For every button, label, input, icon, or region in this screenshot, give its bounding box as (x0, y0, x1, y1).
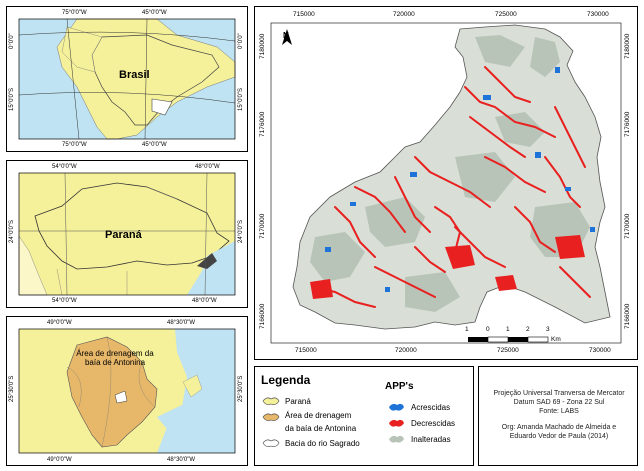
main-x-tick-bottom-4: 730000 (589, 347, 611, 354)
legend-panel: Legenda Paraná Área de drenagem da baía … (254, 366, 474, 466)
antonina-label: Área de drenagem da baía de Antonina (76, 349, 154, 367)
antonina-right-tick: 25°30'0"S (238, 375, 244, 402)
legend-item-drainage-2: da baía de Antonina (285, 424, 357, 433)
credits-source: Fonte: LABS (539, 408, 579, 415)
apps-inalteradas-swatch (389, 435, 404, 443)
brasil-top-tick-1: 75°0'0"W (62, 10, 87, 16)
credits-projection: Projeção Universal Tranversa de Mercator (493, 390, 625, 397)
main-y-tick-left-3: 7170000 (259, 213, 266, 239)
credits-panel: Projeção Universal Tranversa de Mercator… (478, 366, 638, 466)
brasil-left-tick-2: 15°0'0"S (9, 87, 15, 111)
scale-label-5: 3 (546, 326, 550, 333)
inset-parana-map (18, 172, 236, 296)
inset-brasil-map (18, 18, 236, 140)
antonina-bottom-tick-2: 48°30'0"W (167, 457, 196, 463)
main-x-tick-bottom-2: 720000 (395, 347, 417, 354)
brasil-right-tick-1: 0°0'0" (238, 33, 244, 49)
apps-acrescidas-swatch (389, 403, 404, 411)
legend-drainage-swatch (262, 413, 280, 421)
antonina-bottom-tick-1: 49°0'0"W (47, 457, 72, 463)
parana-bottom-tick-1: 54°0'0"W (52, 298, 77, 304)
antonina-left-tick: 25°30'0"S (9, 375, 15, 402)
main-map-panel: 715000 720000 725000 730000 715000 72000… (254, 6, 638, 360)
main-x-tick-top-1: 715000 (293, 11, 315, 18)
main-y-tick-right-2: 7176000 (624, 111, 631, 137)
main-y-tick-right-4: 7166000 (624, 303, 631, 329)
legend-parana-swatch (262, 397, 280, 405)
parana-top-tick-2: 48°0'0"W (195, 164, 220, 170)
legend-item-drainage-1: Área de drenagem (285, 411, 352, 420)
brasil-bottom-tick-2: 45°0'0"W (142, 142, 167, 148)
app-decrescidas-patches (310, 235, 585, 299)
scale-label-2: 0 (486, 326, 490, 333)
apps-item-acrescidas: Acrescidas (411, 403, 451, 412)
brasil-label: Brasil (119, 69, 150, 81)
brasil-left-tick-1: 0°0'0" (9, 33, 15, 49)
antonina-top-tick-1: 49°0'0"W (47, 320, 72, 326)
legend-title: Legenda (261, 373, 311, 387)
north-arrow-icon (282, 29, 292, 45)
main-y-tick-left-2: 7176000 (259, 111, 266, 137)
brasil-top-tick-2: 45°0'0"W (142, 10, 167, 16)
brasil-right-tick-2: 15°0'0"S (238, 87, 244, 111)
scale-bar (468, 336, 549, 343)
credits-datum: Datum SAD 69 - Zona 22 Sul (513, 399, 605, 406)
parana-top-tick-1: 54°0'0"W (52, 164, 77, 170)
main-y-tick-right-3: 7170000 (624, 213, 631, 239)
legend-basin-swatch (262, 439, 280, 447)
main-y-tick-right-1: 7180000 (624, 33, 631, 59)
main-y-tick-left-1: 7180000 (259, 33, 266, 59)
inset-antonina-map (18, 328, 236, 454)
parana-left-tick: 24°0'0"S (9, 219, 15, 243)
inset-parana-panel: 54°0'0"W 48°0'0"W 54°0'0"W 48°0'0"W 24°0… (6, 160, 248, 308)
app-acrescidas-layer (325, 67, 595, 292)
credits-org-1: Org: Amanda Machado de Almeida e (501, 424, 617, 431)
apps-item-inalteradas: Inalteradas (411, 435, 451, 444)
main-x-tick-bottom-1: 715000 (295, 347, 317, 354)
antonina-top-tick-2: 48°30'0"W (167, 320, 196, 326)
apps-title: APP's (385, 381, 414, 392)
parana-bottom-tick-2: 48°0'0"W (192, 298, 217, 304)
legend-item-parana: Paraná (285, 397, 311, 406)
parana-label: Paraná (105, 229, 142, 241)
main-map-svg (270, 22, 622, 344)
inset-antonina-panel: 49°0'0"W 48°30'0"W 49°0'0"W 48°30'0"W 25… (6, 316, 248, 466)
legend-item-basin: Bacia do rio Sagrado (285, 439, 360, 448)
credits-org-2: Eduardo Vedor de Paula (2014) (509, 433, 609, 440)
app-decrescidas-layer (314, 66, 591, 308)
main-x-tick-top-2: 720000 (393, 11, 415, 18)
scale-label-1: 1 (465, 326, 469, 333)
main-x-tick-top-4: 730000 (587, 11, 609, 18)
scale-label-3: 1 (506, 326, 510, 333)
north-label: N (283, 31, 289, 40)
main-x-tick-bottom-3: 725000 (497, 347, 519, 354)
apps-item-decrescidas: Decrescidas (411, 419, 456, 428)
parana-right-tick: 24°0'0"S (238, 219, 244, 243)
main-y-tick-left-4: 7166000 (259, 303, 266, 329)
main-x-tick-top-3: 725000 (495, 11, 517, 18)
brasil-bottom-tick-1: 75°0'0"W (62, 142, 87, 148)
scale-label-4: 2 (526, 326, 530, 333)
app-inalteradas-layer (310, 35, 590, 312)
scale-unit: Km (551, 336, 561, 343)
apps-decrescidas-swatch (389, 419, 404, 427)
inset-brasil-panel: 75°0'0"W 45°0'0"W 75°0'0"W 45°0'0"W 0°0'… (6, 6, 248, 152)
